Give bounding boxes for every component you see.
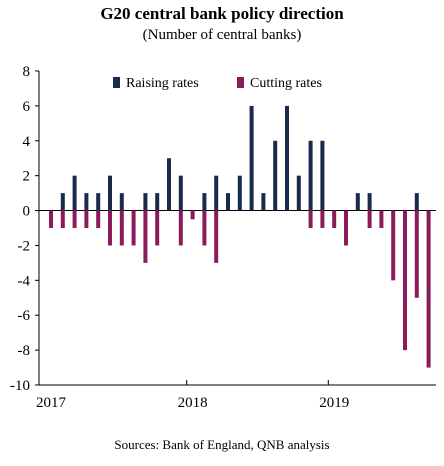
bar-cutting xyxy=(426,210,431,368)
bar-raising xyxy=(60,193,65,211)
chart-subtitle: (Number of central banks) xyxy=(142,27,302,43)
y-tick-label: -2 xyxy=(18,238,31,254)
bar-raising xyxy=(285,105,289,211)
y-tick-label: -10 xyxy=(10,378,30,394)
y-tick-label: 8 xyxy=(23,64,31,80)
x-tick-label: 2017 xyxy=(36,395,67,411)
bar-raising xyxy=(414,193,419,211)
bar-cutting xyxy=(72,210,77,228)
bar-cutting xyxy=(414,210,419,298)
bar-raising xyxy=(167,158,171,211)
bar-raising xyxy=(214,175,219,211)
bar-raising xyxy=(155,193,160,211)
legend-label-raising: Raising rates xyxy=(126,76,199,91)
bar-cutting xyxy=(143,210,148,263)
bar-cutting xyxy=(178,210,183,246)
bar-cutting xyxy=(391,210,396,281)
bar-cutting xyxy=(320,210,325,228)
bar-cutting xyxy=(379,210,384,228)
bar-cutting xyxy=(308,210,313,228)
y-tick-label: -4 xyxy=(18,273,31,289)
bar-cutting xyxy=(60,210,65,228)
bar-raising xyxy=(249,105,254,211)
bar-cutting xyxy=(190,210,195,220)
bar-cutting xyxy=(119,210,124,246)
bar-cutting xyxy=(131,210,136,246)
bar-raising xyxy=(355,193,360,211)
bar-cutting xyxy=(403,210,407,351)
legend-swatch-cutting xyxy=(237,77,244,88)
bar-raising xyxy=(96,193,101,211)
bar-raising xyxy=(308,140,313,211)
bar-raising xyxy=(84,193,89,211)
bar-cutting xyxy=(344,210,348,246)
bar-cutting xyxy=(214,210,219,263)
bar-cutting xyxy=(332,210,337,228)
bar-raising xyxy=(143,193,148,211)
bar-raising xyxy=(178,175,183,211)
source-note: Sources: Bank of England, QNB analysis xyxy=(114,437,330,452)
bar-raising xyxy=(261,193,266,211)
bar-cutting xyxy=(155,210,160,246)
bar-cutting xyxy=(108,210,112,246)
legend-swatch-raising xyxy=(113,77,120,88)
bar-raising xyxy=(273,140,278,211)
y-tick-label: -8 xyxy=(18,343,31,359)
x-tick-label: 2019 xyxy=(319,395,349,411)
bar-raising xyxy=(119,193,124,211)
bar-raising xyxy=(237,175,242,211)
bar-cutting xyxy=(49,210,53,228)
bar-raising xyxy=(202,193,207,211)
bar-raising xyxy=(108,175,112,211)
x-tick-label: 2018 xyxy=(178,395,208,411)
bar-raising xyxy=(72,175,77,211)
chart-title: G20 central bank policy direction xyxy=(100,4,344,23)
y-tick-label: 6 xyxy=(23,99,31,115)
bar-cutting xyxy=(84,210,89,228)
y-tick-label: 4 xyxy=(23,134,31,150)
bar-raising xyxy=(320,140,325,211)
bar-cutting xyxy=(202,210,207,246)
y-tick-label: -6 xyxy=(18,308,31,324)
bar-cutting xyxy=(96,210,101,228)
bar-raising xyxy=(226,193,230,211)
bar-cutting xyxy=(367,210,372,228)
bar-raising xyxy=(367,193,372,211)
legend-label-cutting: Cutting rates xyxy=(250,76,322,91)
bar-raising xyxy=(296,175,301,211)
y-tick-label: 0 xyxy=(23,204,31,220)
y-tick-label: 2 xyxy=(23,169,31,185)
